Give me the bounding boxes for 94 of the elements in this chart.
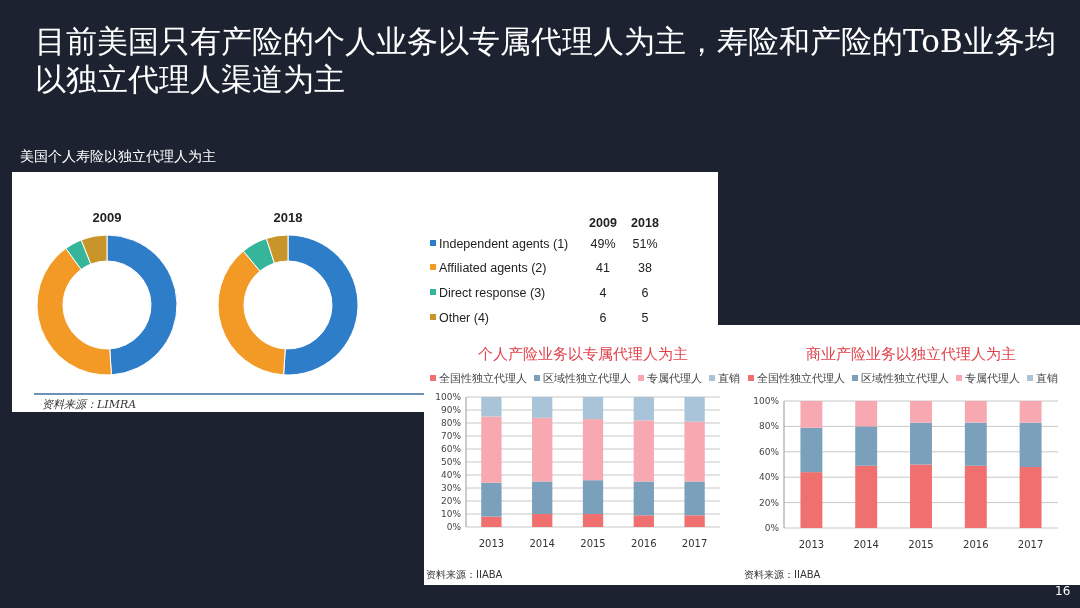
- bar: [800, 427, 823, 473]
- bar: [1019, 422, 1042, 468]
- y-tick-label: 20%: [440, 496, 462, 506]
- chart-title: 商业产险业务以独立代理人为主: [806, 345, 1016, 363]
- y-tick-label: 90%: [440, 405, 462, 415]
- data-label: 38: [638, 261, 652, 275]
- bar: [910, 401, 932, 423]
- bar: [684, 481, 705, 516]
- y-tick-label: 80%: [440, 418, 462, 428]
- bar: [481, 482, 502, 517]
- y-tick-label: 60%: [758, 446, 780, 457]
- x-tick-label: 2015: [908, 539, 934, 550]
- legend-label: 区域性独立代理人: [543, 372, 631, 384]
- data-label: 6: [641, 286, 649, 300]
- bar: [684, 421, 705, 482]
- y-tick-label: 20%: [758, 497, 780, 508]
- x-tick-label: 2015: [580, 538, 606, 549]
- y-tick-label: 100%: [753, 396, 780, 406]
- bar: [855, 401, 878, 427]
- legend-label: 区域性独立代理人: [861, 372, 949, 384]
- bar: [582, 514, 604, 527]
- bar: [582, 397, 604, 420]
- data-label: 4: [599, 286, 607, 300]
- legend-label: Independent agents (1): [439, 237, 569, 251]
- bar: [532, 481, 553, 514]
- legend-label: Direct response (3): [439, 286, 546, 300]
- legend-label: 专属代理人: [647, 372, 702, 384]
- bar: [532, 417, 553, 482]
- x-tick-label: 2013: [478, 538, 505, 549]
- bar: [964, 465, 987, 528]
- bar: [910, 464, 932, 528]
- bar: [855, 426, 878, 466]
- x-tick-label: 2014: [529, 538, 555, 549]
- bar: [481, 397, 502, 417]
- y-tick-label: 70%: [440, 431, 462, 441]
- data-label: 51%: [632, 237, 658, 251]
- bar: [684, 515, 705, 527]
- text: 目前美国只有产险的个人业务以专属代理人为主，寿险和产险的ToB业务均以独立代理人渠道为主: [35, 22, 1057, 98]
- legend-label: Other (4): [439, 311, 490, 325]
- x-tick-label: 2017: [1017, 539, 1044, 550]
- y-tick-label: 100%: [435, 392, 462, 402]
- y-tick-label: 10%: [440, 509, 462, 519]
- bar: [1019, 401, 1042, 423]
- x-tick-label: 2016: [963, 539, 989, 550]
- legend-label: Affiliated agents (2): [439, 261, 547, 275]
- x-tick-label: 2014: [853, 539, 879, 550]
- text: 2018: [631, 216, 659, 230]
- bar: [633, 397, 654, 421]
- data-label: 5: [641, 311, 649, 325]
- slice-label: 2018: [273, 210, 303, 225]
- bar: [964, 422, 987, 466]
- bar: [684, 397, 705, 422]
- bar: [532, 397, 553, 418]
- text: 美国个人寿险以独立代理人为主: [20, 148, 216, 166]
- bar: [481, 516, 502, 527]
- bar: [800, 401, 823, 428]
- bar: [964, 401, 987, 423]
- y-tick-label: 50%: [440, 457, 462, 467]
- legend-label: 专属代理人: [965, 372, 1020, 384]
- slice-label: 2009: [92, 210, 122, 225]
- y-tick-label: 60%: [440, 444, 462, 454]
- chart-title: 个人产险业务以专属代理人为主: [478, 345, 688, 363]
- bar: [855, 465, 878, 528]
- legend-label: 直销: [1036, 372, 1058, 384]
- bar: [582, 480, 604, 514]
- bar: [800, 472, 823, 528]
- text: 资料来源：IIABA: [426, 569, 503, 580]
- bar: [633, 515, 654, 527]
- text: 资料来源：IIABA: [744, 569, 821, 580]
- y-tick-label: 30%: [440, 483, 462, 493]
- legend-label: 全国性独立代理人: [757, 372, 845, 384]
- data-label: 41: [596, 261, 610, 275]
- legend-label: 全国性独立代理人: [439, 372, 527, 384]
- bar: [582, 419, 604, 481]
- x-tick-label: 2013: [798, 539, 825, 550]
- bar: [481, 416, 502, 483]
- y-tick-label: 0%: [446, 522, 462, 532]
- bar: [633, 420, 654, 482]
- data-label: 49%: [590, 237, 616, 251]
- bar: [910, 422, 932, 465]
- y-tick-label: 0%: [764, 523, 780, 533]
- text: 16: [1055, 584, 1071, 598]
- y-tick-label: 40%: [758, 472, 780, 483]
- bar: [633, 481, 654, 516]
- y-tick-label: 80%: [758, 421, 780, 432]
- data-label: 6: [599, 311, 607, 325]
- text: 2009: [589, 216, 617, 230]
- y-tick-label: 40%: [440, 470, 462, 480]
- x-tick-label: 2017: [681, 538, 708, 549]
- bar: [1019, 467, 1042, 528]
- text: 资料来源：LIMRA: [42, 398, 137, 411]
- x-tick-label: 2016: [631, 538, 657, 549]
- legend-label: 直销: [718, 372, 740, 384]
- bar: [532, 514, 553, 527]
